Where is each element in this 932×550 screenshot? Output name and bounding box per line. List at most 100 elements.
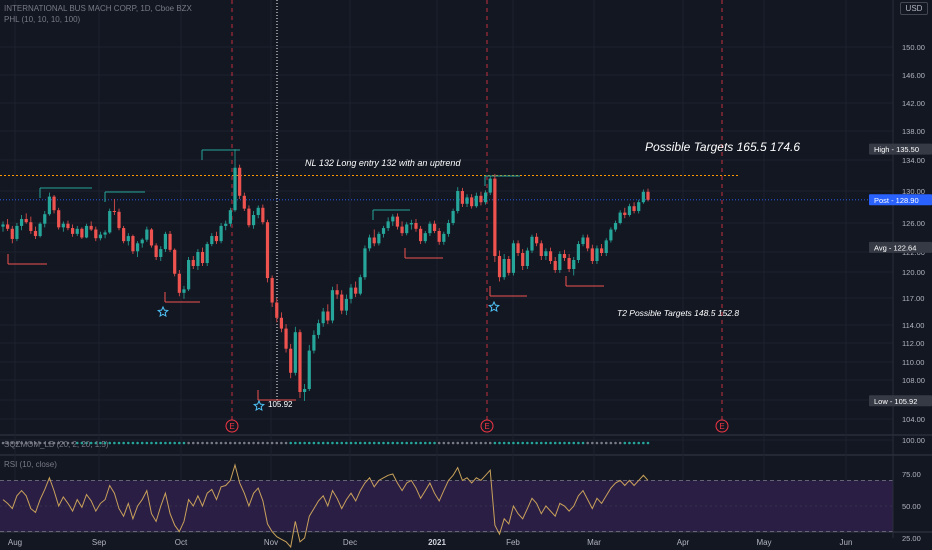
- time-tick-label: Aug: [8, 538, 22, 547]
- squeeze-dot: [89, 441, 93, 445]
- indicator-rsi-label[interactable]: RSI (10, close): [4, 460, 57, 469]
- price-axis[interactable]: 150.00 146.00 142.00 138.00 134.00 130.00 126.…: [869, 0, 932, 543]
- squeeze-dot: [131, 441, 135, 445]
- candle-body: [247, 208, 251, 226]
- squeeze-dot: [642, 441, 645, 445]
- time-tick-label: Oct: [175, 538, 188, 547]
- candle-body: [511, 243, 516, 273]
- candle-body: [173, 249, 177, 274]
- indicator-sqzmom-label[interactable]: SQZMOM_LB (20, 2, 20, 1.5): [4, 440, 109, 449]
- squeeze-dot: [456, 441, 460, 445]
- squeeze-dot: [247, 441, 251, 445]
- squeeze-dot: [465, 441, 469, 445]
- candle-body: [470, 197, 474, 207]
- candle-body: [66, 223, 70, 229]
- squeeze-dot: [628, 441, 631, 445]
- candle-body: [168, 233, 172, 250]
- candle-body: [558, 254, 562, 270]
- candle-body: [117, 211, 121, 229]
- price-tick-label: 104.00: [902, 415, 925, 424]
- candle-body: [581, 237, 585, 245]
- candle-body: [442, 233, 446, 242]
- price-tag-bg: [869, 143, 932, 155]
- candle-body: [377, 233, 381, 244]
- squeeze-dot: [201, 441, 204, 445]
- squeeze-dot: [428, 441, 432, 445]
- chart-overlays: [0, 0, 893, 420]
- time-tick-label: May: [756, 538, 771, 547]
- squeeze-dot: [581, 441, 585, 445]
- squeeze-dot: [164, 441, 167, 445]
- squeeze-dot: [103, 441, 107, 445]
- time-tick-label: Dec: [343, 538, 357, 547]
- squeeze-dot: [261, 441, 265, 445]
- squeeze-dot: [507, 441, 511, 445]
- price-tag-text: High - 135.50: [874, 145, 919, 154]
- price-tag-bg: [869, 395, 932, 407]
- candle-body: [335, 290, 339, 295]
- candle-body: [530, 236, 534, 251]
- price-tick-label: 114.00: [902, 321, 924, 330]
- candle-body: [84, 225, 89, 238]
- candle-body: [94, 229, 98, 239]
- squeeze-dot: [549, 441, 552, 445]
- squeeze-dot: [618, 441, 622, 445]
- earnings-icon: [225, 419, 239, 433]
- candle-body: [516, 243, 520, 253]
- indicator-phl-label[interactable]: PHL (10, 10, 10, 100): [4, 15, 81, 24]
- squeeze-dot: [609, 441, 613, 445]
- time-tick-label: Mar: [587, 538, 601, 547]
- candle-body: [483, 192, 488, 203]
- candle-body: [451, 211, 455, 223]
- candle-body: [358, 277, 362, 294]
- time-tick-label: Sep: [92, 538, 107, 547]
- candle-body: [409, 223, 413, 225]
- candle-body: [43, 214, 47, 224]
- squeeze-dot: [410, 441, 413, 445]
- squeeze-dot: [99, 441, 102, 445]
- candle-body: [214, 236, 219, 242]
- squeeze-dot: [470, 441, 473, 445]
- candle-body: [145, 229, 149, 240]
- squeeze-dot: [29, 441, 33, 445]
- candle-body: [29, 222, 33, 231]
- time-axis[interactable]: Aug Sep Oct Nov Dec 2021 Feb Mar Apr May Jun: [8, 538, 853, 547]
- candle-body: [126, 236, 130, 242]
- candle-body: [460, 191, 464, 204]
- candle-body: [284, 328, 288, 349]
- squeeze-dot: [191, 441, 195, 445]
- candle-body: [456, 191, 460, 211]
- squeeze-dot: [150, 441, 153, 445]
- candle-body: [330, 290, 335, 321]
- candle-body: [159, 249, 163, 257]
- squeeze-dot: [145, 441, 149, 445]
- squeeze-dot: [126, 441, 130, 445]
- squeeze-dot: [535, 441, 538, 445]
- squeeze-dot: [614, 441, 617, 445]
- squeeze-dot: [461, 441, 464, 445]
- grid-lines: [0, 0, 932, 533]
- candle-body: [191, 260, 195, 266]
- candle-body: [6, 224, 10, 229]
- squeeze-dot: [632, 441, 636, 445]
- earnings-icon: [715, 419, 729, 433]
- candle-body: [251, 215, 256, 226]
- candle-body: [75, 228, 79, 234]
- squeeze-dot: [512, 441, 515, 445]
- candle-body: [47, 196, 52, 215]
- squeeze-dot: [400, 441, 404, 445]
- squeeze-dot: [484, 441, 487, 445]
- squeeze-dot: [572, 441, 576, 445]
- squeeze-dot: [530, 441, 534, 445]
- currency-label[interactable]: USD: [900, 2, 928, 15]
- candle-body: [219, 225, 223, 242]
- candle-body: [553, 261, 557, 270]
- squeeze-dot: [71, 441, 74, 445]
- price-tag-high: High - 135.50: [869, 143, 932, 155]
- squeeze-dot: [229, 441, 232, 445]
- squeeze-dot: [94, 441, 98, 445]
- price-tick-label: 134.00: [902, 156, 925, 165]
- squeeze-dot: [187, 441, 190, 445]
- squeeze-dot: [75, 441, 79, 445]
